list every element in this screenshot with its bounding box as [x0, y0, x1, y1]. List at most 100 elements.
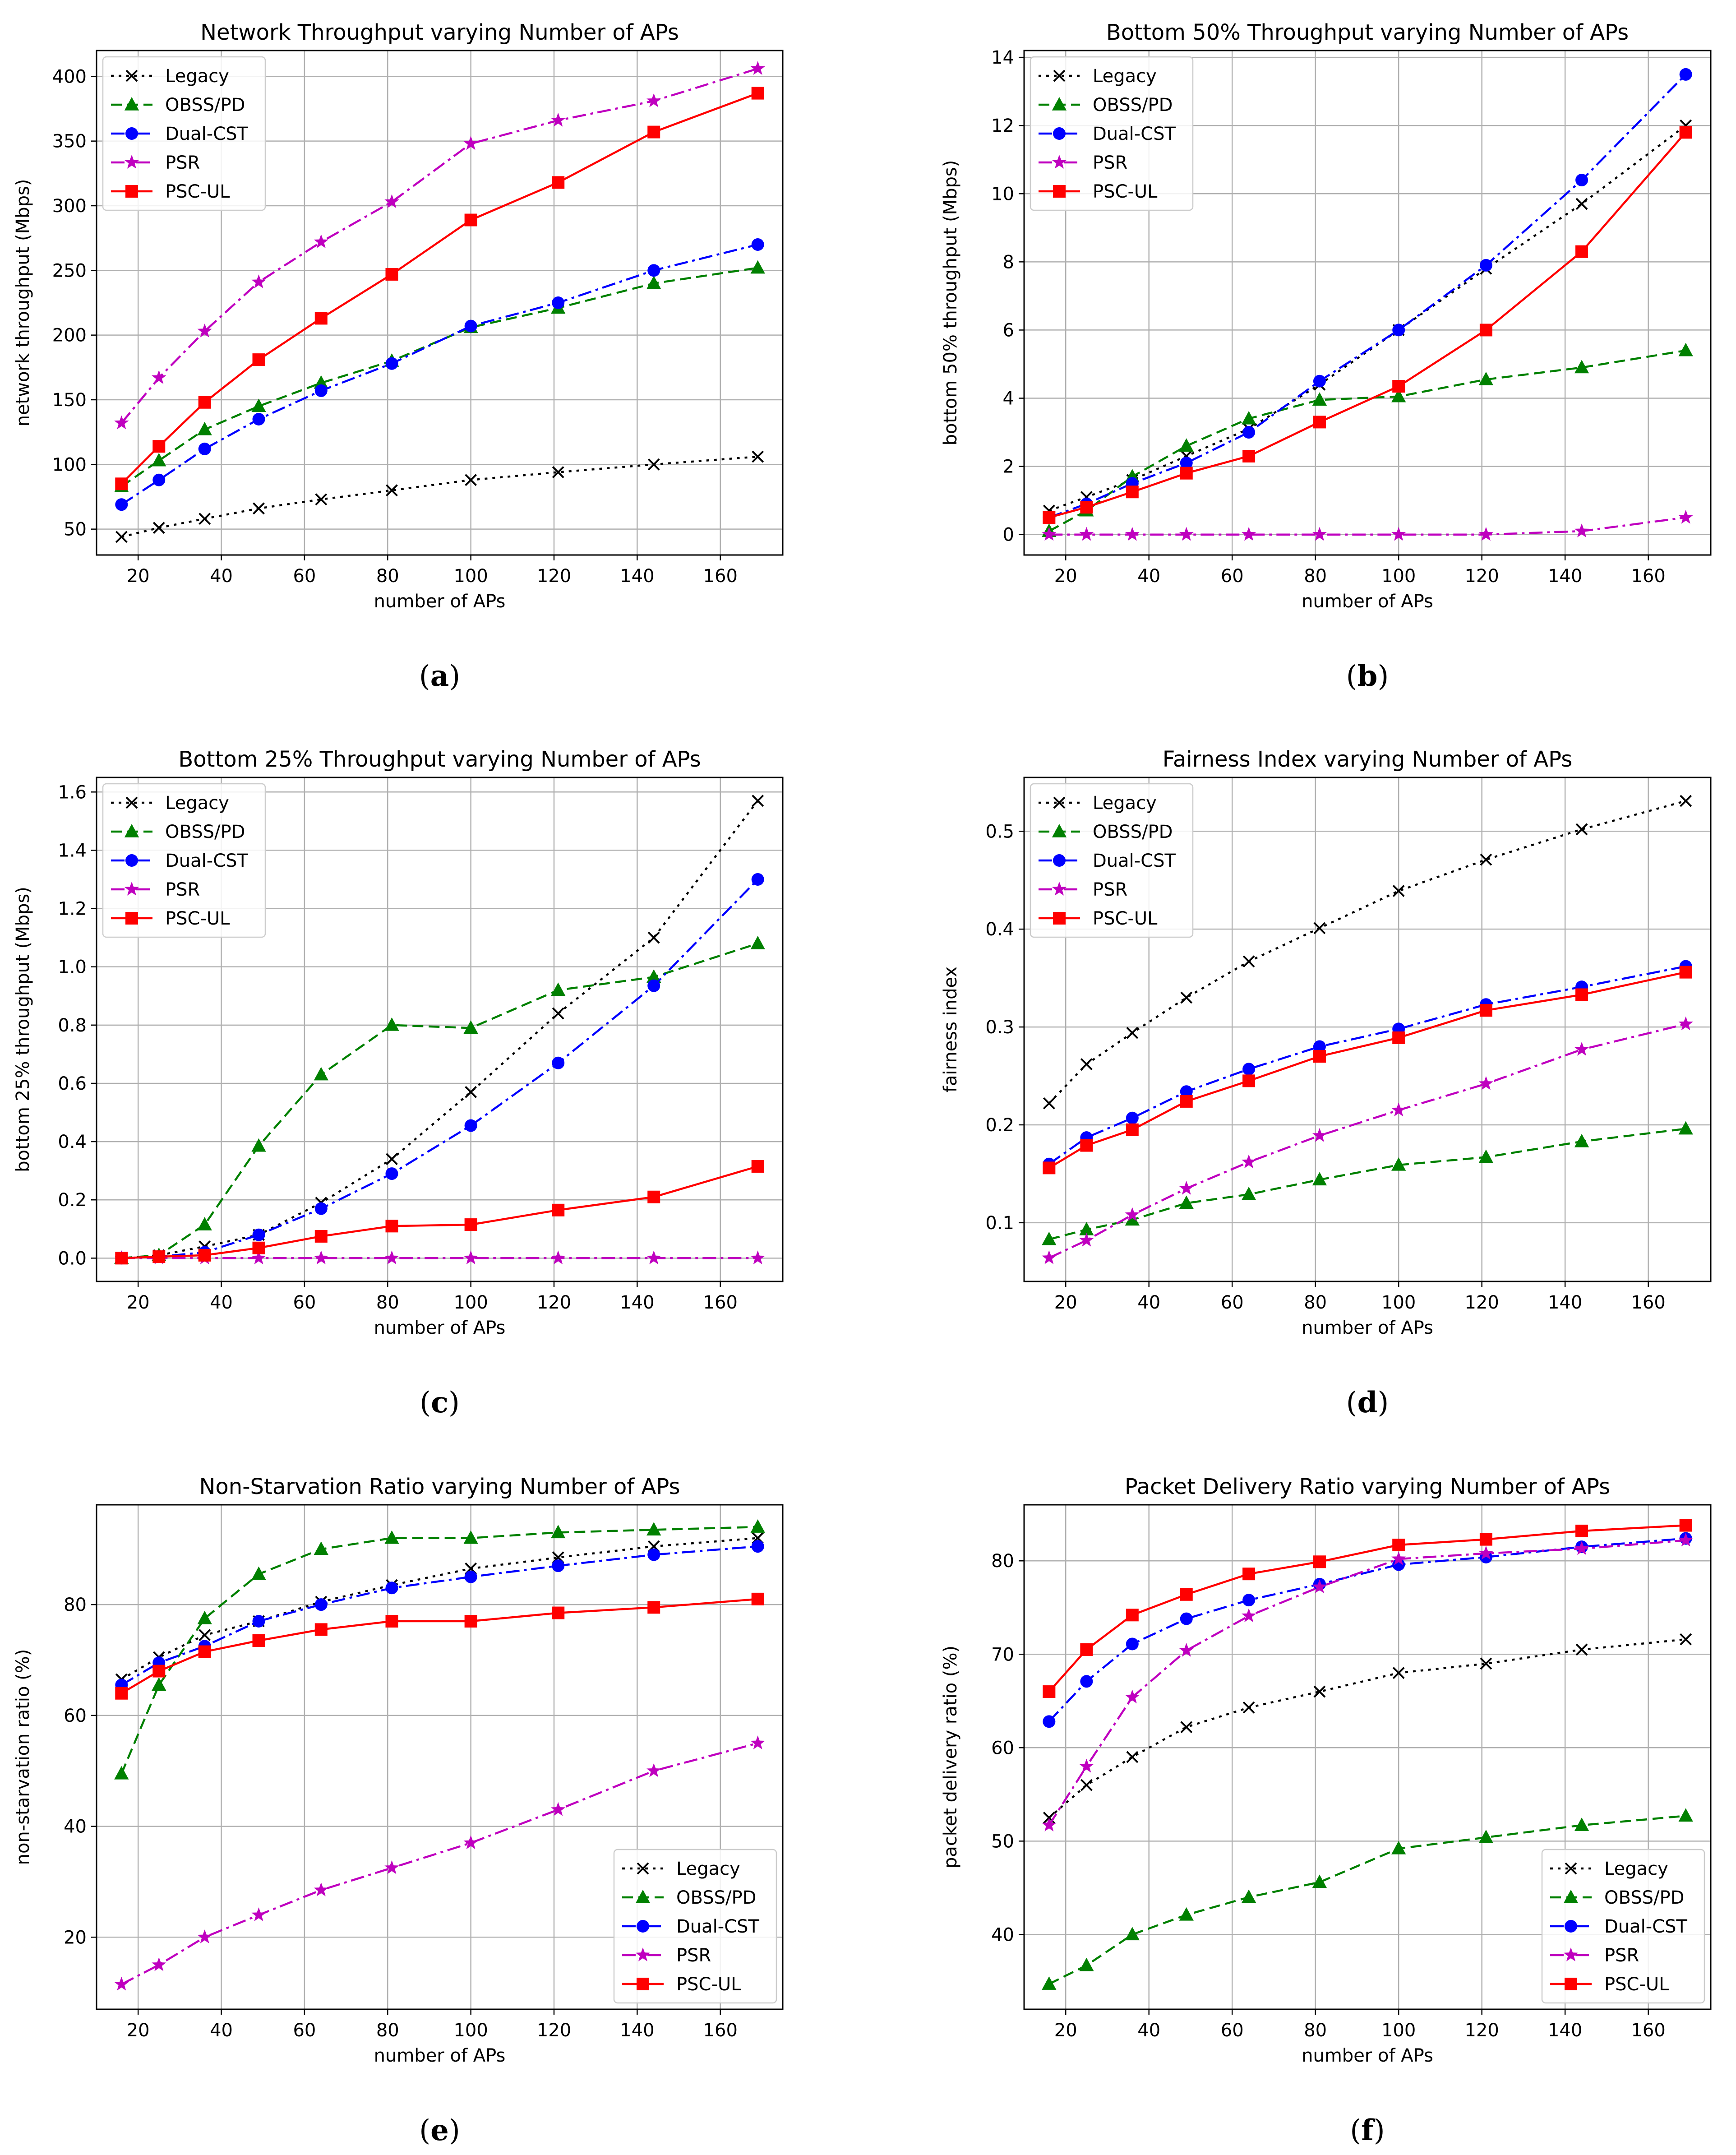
data-point-psc-ul [385, 268, 398, 281]
series-line-obss-pd [1048, 1815, 1686, 1985]
legend-marker-obss-pd [1563, 1890, 1579, 1903]
series-psr [114, 1735, 765, 1991]
data-point-psr [314, 234, 328, 248]
legend: Legacy OBSS/PD Dual-CST PSR PSC-UL [613, 1849, 777, 2004]
data-point-legacy [199, 513, 211, 525]
legend-marker-psr [1563, 1947, 1579, 1961]
x-tick-label: 80 [376, 566, 399, 587]
series-line-obss-pd [121, 267, 758, 487]
caption-close-paren: ) [1377, 660, 1389, 693]
data-point-dual-cst [464, 1570, 477, 1583]
chart-title: Packet Delivery Ratio varying Number of … [1125, 1474, 1610, 1499]
y-tick-label: 1.2 [58, 899, 87, 920]
data-point-psc-ul [252, 1241, 265, 1254]
legend-marker-psc-ul [637, 1978, 649, 1990]
data-point-obss-pd [1179, 1195, 1194, 1209]
legend-marker-dual-cst [637, 1920, 649, 1933]
data-point-legacy [1180, 991, 1193, 1004]
data-point-obss-pd [251, 1138, 266, 1152]
legend-marker-legacy [1053, 69, 1066, 82]
data-point-legacy [1313, 1685, 1326, 1698]
caption-letter: a [430, 659, 449, 693]
legend-label-obss-pd: OBSS/PD [1093, 822, 1173, 842]
data-point-obss-pd [1179, 438, 1194, 452]
series-psr [1042, 509, 1693, 541]
legend-marker-psr [1052, 155, 1067, 169]
data-point-psr [1125, 1689, 1140, 1704]
data-point-psc-ul [647, 1190, 660, 1203]
series-obss-pd [114, 1519, 765, 1780]
data-point-psc-ul [1242, 1074, 1256, 1087]
data-point-dual-cst [1043, 1715, 1056, 1728]
chart-panel-b: 20 40 60 80 100 120 140 160 0 2 4 6 8 10 12 14 Bottom 50… [940, 20, 1712, 693]
data-point-obss-pd [1312, 1874, 1327, 1888]
data-point-psr [197, 1929, 212, 1943]
x-tick-label: 40 [210, 566, 233, 587]
y-axis-label: packet delivery ratio (%) [940, 1646, 961, 1868]
legend-label-obss-pd: OBSS/PD [1604, 1887, 1684, 1908]
data-point-psc-ul [252, 1634, 265, 1647]
series-line-psr [120, 67, 758, 424]
y-tick-label: 0.3 [985, 1017, 1014, 1038]
x-tick-label: 40 [1137, 566, 1160, 587]
y-tick-label: 300 [52, 196, 87, 217]
data-point-legacy [647, 458, 660, 471]
data-point-obss-pd [1125, 1927, 1140, 1941]
data-point-psr [1042, 1817, 1057, 1831]
axes-frame [96, 777, 784, 1282]
data-point-obss-pd [384, 1530, 399, 1544]
y-tick-label: 0.8 [58, 1015, 87, 1036]
data-point-psc-ul [1479, 324, 1492, 337]
legend-marker-dual-cst [1053, 127, 1066, 140]
data-point-obss-pd [114, 1766, 129, 1780]
data-point-psr [646, 1250, 661, 1265]
x-tick-label: 100 [453, 566, 488, 587]
data-point-obss-pd [197, 1217, 212, 1230]
data-point-legacy [1180, 1721, 1193, 1734]
data-point-legacy [152, 522, 165, 534]
axes-frame [1023, 50, 1712, 556]
data-point-obss-pd [1678, 1808, 1693, 1822]
series-dual-cst [115, 1540, 764, 1692]
data-point-psr [384, 194, 399, 208]
data-point-obss-pd [750, 260, 765, 274]
legend-marker-dual-cst [1053, 854, 1066, 867]
x-tick-label: 60 [293, 1292, 316, 1313]
legend-label-psc-ul: PSC-UL [676, 1974, 741, 1995]
data-point-legacy [1392, 885, 1405, 897]
series-line-psc-ul [120, 92, 758, 485]
x-tick-label: 40 [1137, 1292, 1160, 1313]
legend-label-psc-ul: PSC-UL [1093, 181, 1158, 202]
x-tick-label: 80 [1304, 1292, 1327, 1313]
data-point-legacy [386, 484, 398, 497]
data-point-obss-pd [551, 1525, 566, 1539]
chart-panel-f: 20 40 60 80 100 120 140 160 40 50 60 70 80 Packet Del… [940, 1474, 1712, 2147]
data-point-psr [551, 112, 566, 127]
series-line-obss-pd [1048, 349, 1686, 532]
data-point-dual-cst [751, 1540, 764, 1553]
x-tick-label: 120 [537, 1292, 571, 1313]
x-tick-label: 160 [1631, 566, 1665, 587]
series-line-legacy [121, 455, 758, 538]
y-tick-label: 350 [52, 131, 87, 152]
data-point-psr [1079, 1758, 1094, 1773]
data-point-legacy [1680, 1633, 1692, 1646]
data-point-psc-ul [1392, 380, 1405, 393]
y-tick-label: 80 [991, 1551, 1014, 1572]
legend: Legacy OBSS/PD Dual-CST PSR PSC-UL [1541, 1849, 1705, 2004]
series-line-dual-cst [121, 1545, 758, 1686]
x-tick-label: 160 [703, 566, 738, 587]
legend-label-psr: PSR [165, 153, 200, 173]
data-point-psr [251, 1907, 266, 1921]
series-legacy [1043, 1633, 1692, 1824]
data-point-dual-cst [647, 979, 660, 992]
data-point-legacy [465, 1086, 477, 1098]
x-tick-label: 20 [1054, 566, 1077, 587]
x-tick-label: 120 [1464, 566, 1499, 587]
data-point-psc-ul [1313, 1050, 1326, 1063]
x-tick-label: 60 [293, 566, 316, 587]
data-point-legacy [552, 1007, 564, 1020]
data-point-psr [1241, 1608, 1256, 1623]
x-axis-label: number of APs [374, 1318, 506, 1338]
series-psc-ul [1043, 126, 1692, 524]
